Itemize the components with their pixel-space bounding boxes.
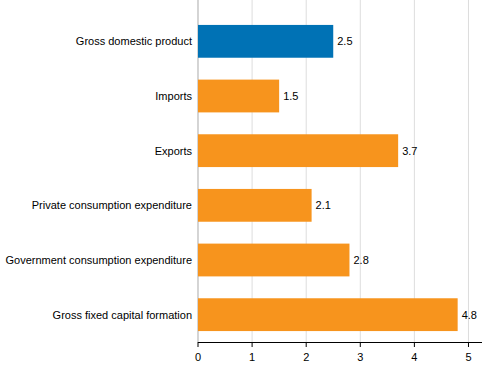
data-label: 2.8: [353, 254, 368, 266]
data-label: 3.7: [402, 145, 417, 157]
tick-label: 4: [411, 351, 417, 363]
bar: [198, 25, 333, 58]
tick-label: 5: [465, 351, 471, 363]
data-label: 2.1: [316, 199, 331, 211]
chart-container: 0 1 2 3 4 5 Gross domestic product 2.5 Imports 1.…: [0, 0, 491, 378]
category-label: Imports: [155, 90, 192, 102]
category-label: Private consumption expenditure: [32, 199, 192, 211]
x-axis: [198, 342, 482, 343]
category-label: Gross fixed capital formation: [53, 309, 192, 321]
data-label: 1.5: [283, 90, 298, 102]
tick-label: 1: [249, 351, 255, 363]
tick-label: 0: [195, 351, 201, 363]
tick-label: 3: [357, 351, 363, 363]
category-label: Government consumption expenditure: [6, 254, 193, 266]
bar: [198, 80, 279, 113]
grid-line: [468, 0, 469, 342]
bar: [198, 298, 458, 331]
tick-label: 2: [303, 351, 309, 363]
grid-line: [360, 0, 361, 342]
category-label: Gross domestic product: [76, 35, 192, 47]
bar: [198, 244, 349, 277]
data-label: 2.5: [337, 35, 352, 47]
grid-line: [414, 0, 415, 342]
chart-svg: 0 1 2 3 4 5 Gross domestic product 2.5 Imports 1.…: [0, 0, 491, 378]
bars: [198, 25, 458, 331]
category-label: Exports: [155, 145, 193, 157]
data-label: 4.8: [462, 309, 477, 321]
bar: [198, 189, 312, 222]
bar: [198, 134, 398, 167]
